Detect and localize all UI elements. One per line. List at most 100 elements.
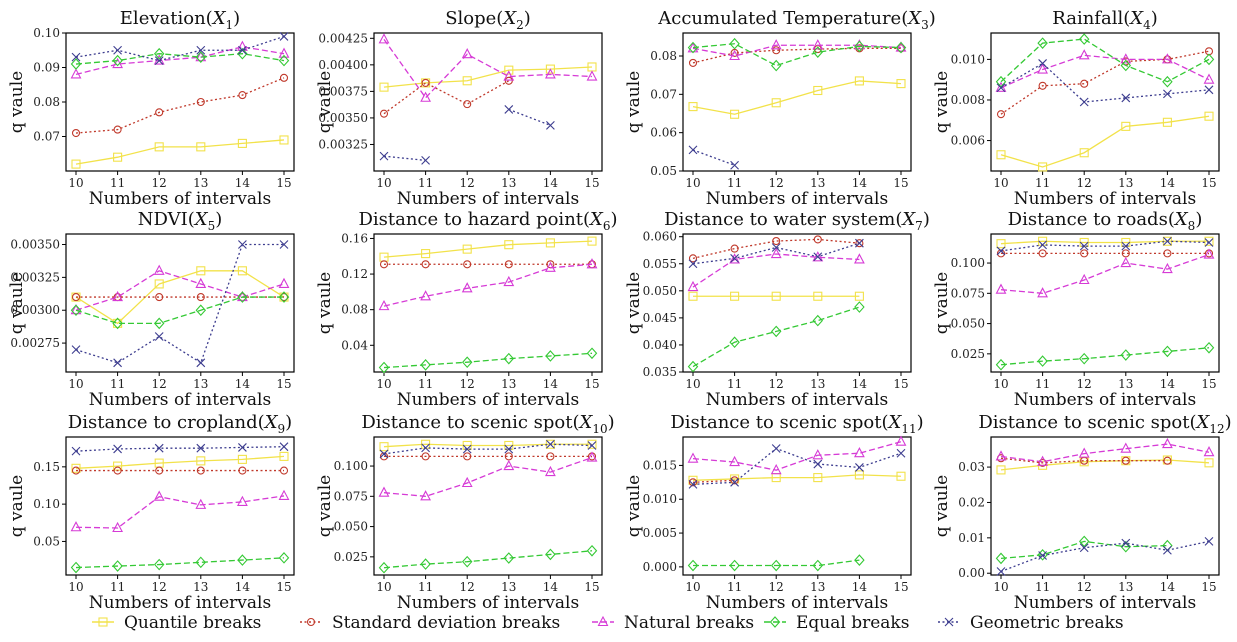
plot-frame — [65, 233, 295, 373]
series-line — [75, 455, 285, 469]
y-axis-label: q vaule — [932, 475, 952, 537]
data-point — [379, 151, 389, 161]
series-3 — [687, 247, 865, 292]
data-point — [1037, 287, 1049, 298]
series-1 — [996, 111, 1214, 172]
y-tick-label: 0.045 — [643, 311, 677, 325]
series-line — [75, 270, 285, 311]
data-point — [195, 277, 207, 288]
series-line — [692, 80, 902, 115]
chart-title: Elevation(X1) — [120, 8, 240, 32]
data-point — [688, 259, 698, 269]
data-point — [196, 443, 206, 453]
chart-title-sub: 6 — [603, 219, 611, 233]
x-axis-label: Numbers of intervals — [89, 593, 271, 613]
y-tick-label: 0.00325 — [10, 270, 60, 284]
x-axis-label: Numbers of intervals — [89, 390, 271, 410]
data-point — [1079, 241, 1089, 251]
data-point — [855, 463, 864, 472]
data-point — [463, 260, 472, 269]
data-point — [154, 443, 164, 453]
series-3 — [378, 33, 598, 102]
data-point — [545, 548, 556, 561]
data-point — [461, 555, 473, 568]
data-point — [772, 236, 781, 246]
chart-title-main: Accumulated Temperature( — [657, 8, 908, 29]
x-tick-label: 14 — [1160, 377, 1176, 391]
y-tick-label: 0.04 — [341, 338, 368, 352]
legend-label: Quantile breaks — [124, 613, 261, 633]
y-tick-label: 0.00350 — [318, 111, 368, 125]
chart-title: NDVI(X5) — [138, 209, 223, 233]
data-point — [504, 260, 513, 269]
series-3 — [70, 264, 290, 315]
chart-title: Distance to scenic spot(X12) — [978, 412, 1231, 436]
data-point — [70, 521, 82, 532]
data-point — [1078, 352, 1090, 365]
chart-title-var: X — [211, 8, 227, 29]
y-tick-label: 0.08 — [650, 49, 677, 63]
series-line — [383, 550, 593, 569]
chart-title-sub: 12 — [1209, 422, 1224, 436]
data-point — [503, 70, 515, 81]
chart-title-sub: 1 — [226, 18, 234, 32]
y-axis-label: q vaule — [7, 475, 27, 537]
data-point — [237, 554, 248, 566]
data-point — [195, 304, 207, 317]
data-point — [1080, 79, 1089, 88]
data-point — [1078, 273, 1090, 285]
data-point — [461, 48, 473, 59]
data-point — [421, 78, 430, 87]
series-line — [1000, 540, 1210, 573]
series-1 — [379, 236, 597, 262]
data-point — [112, 317, 123, 330]
series-5 — [71, 442, 289, 456]
y-tick-label: 0.025 — [951, 347, 985, 361]
data-point — [812, 46, 824, 58]
data-point — [1162, 75, 1173, 88]
chart-panel-10: Distance to scenic spot(X10)0.0250.0500.… — [315, 412, 615, 613]
y-axis-label: q vaule — [315, 71, 335, 133]
x-tick-label: 15 — [584, 580, 599, 594]
data-point — [1120, 53, 1132, 64]
data-point — [586, 451, 598, 462]
data-point — [813, 473, 823, 483]
data-point — [813, 235, 822, 244]
chart-title-main: Distance to cropland( — [68, 412, 265, 433]
series-line — [1000, 62, 1210, 103]
data-point — [153, 47, 165, 60]
data-point — [71, 345, 81, 355]
series-4 — [378, 347, 598, 374]
data-point — [730, 109, 740, 119]
series-line — [1000, 50, 1210, 115]
data-point — [1121, 93, 1131, 103]
data-point — [587, 441, 597, 450]
x-tick-label: 13 — [1118, 580, 1133, 594]
data-point — [1037, 455, 1049, 466]
series-line — [383, 443, 592, 448]
x-tick-label: 10 — [376, 377, 391, 391]
series-line — [383, 240, 593, 258]
series-line — [1000, 443, 1210, 463]
x-tick-label: 11 — [110, 377, 125, 391]
x-tick-label: 11 — [110, 580, 125, 594]
data-point — [461, 476, 473, 488]
data-point — [153, 264, 165, 275]
data-point — [1163, 249, 1172, 258]
y-axis-label: q vaule — [932, 272, 952, 334]
data-point — [279, 73, 289, 82]
y-tick-label: 0.100 — [951, 256, 985, 270]
data-point — [1163, 545, 1172, 555]
series-5 — [688, 145, 739, 170]
series-line — [1000, 240, 1210, 252]
data-point — [113, 45, 122, 55]
y-tick-label: 0.060 — [643, 230, 677, 244]
chart-panel-5: NDVI(X5) 0.00275 0.00300 0.00325 0.00350 10 11… — [7, 209, 295, 410]
data-point — [729, 37, 740, 50]
plot-frame — [373, 32, 603, 172]
data-point — [1203, 53, 1215, 66]
data-point — [238, 91, 247, 100]
chart-panel-7: Distance to water system(X7) 0.035 0.040 0.… — [624, 209, 930, 410]
x-tick-label: 13 — [193, 580, 208, 594]
chart-panel-8: Distance to roads(X8) 0.025 0.050 0.075 0.10… — [932, 209, 1220, 410]
